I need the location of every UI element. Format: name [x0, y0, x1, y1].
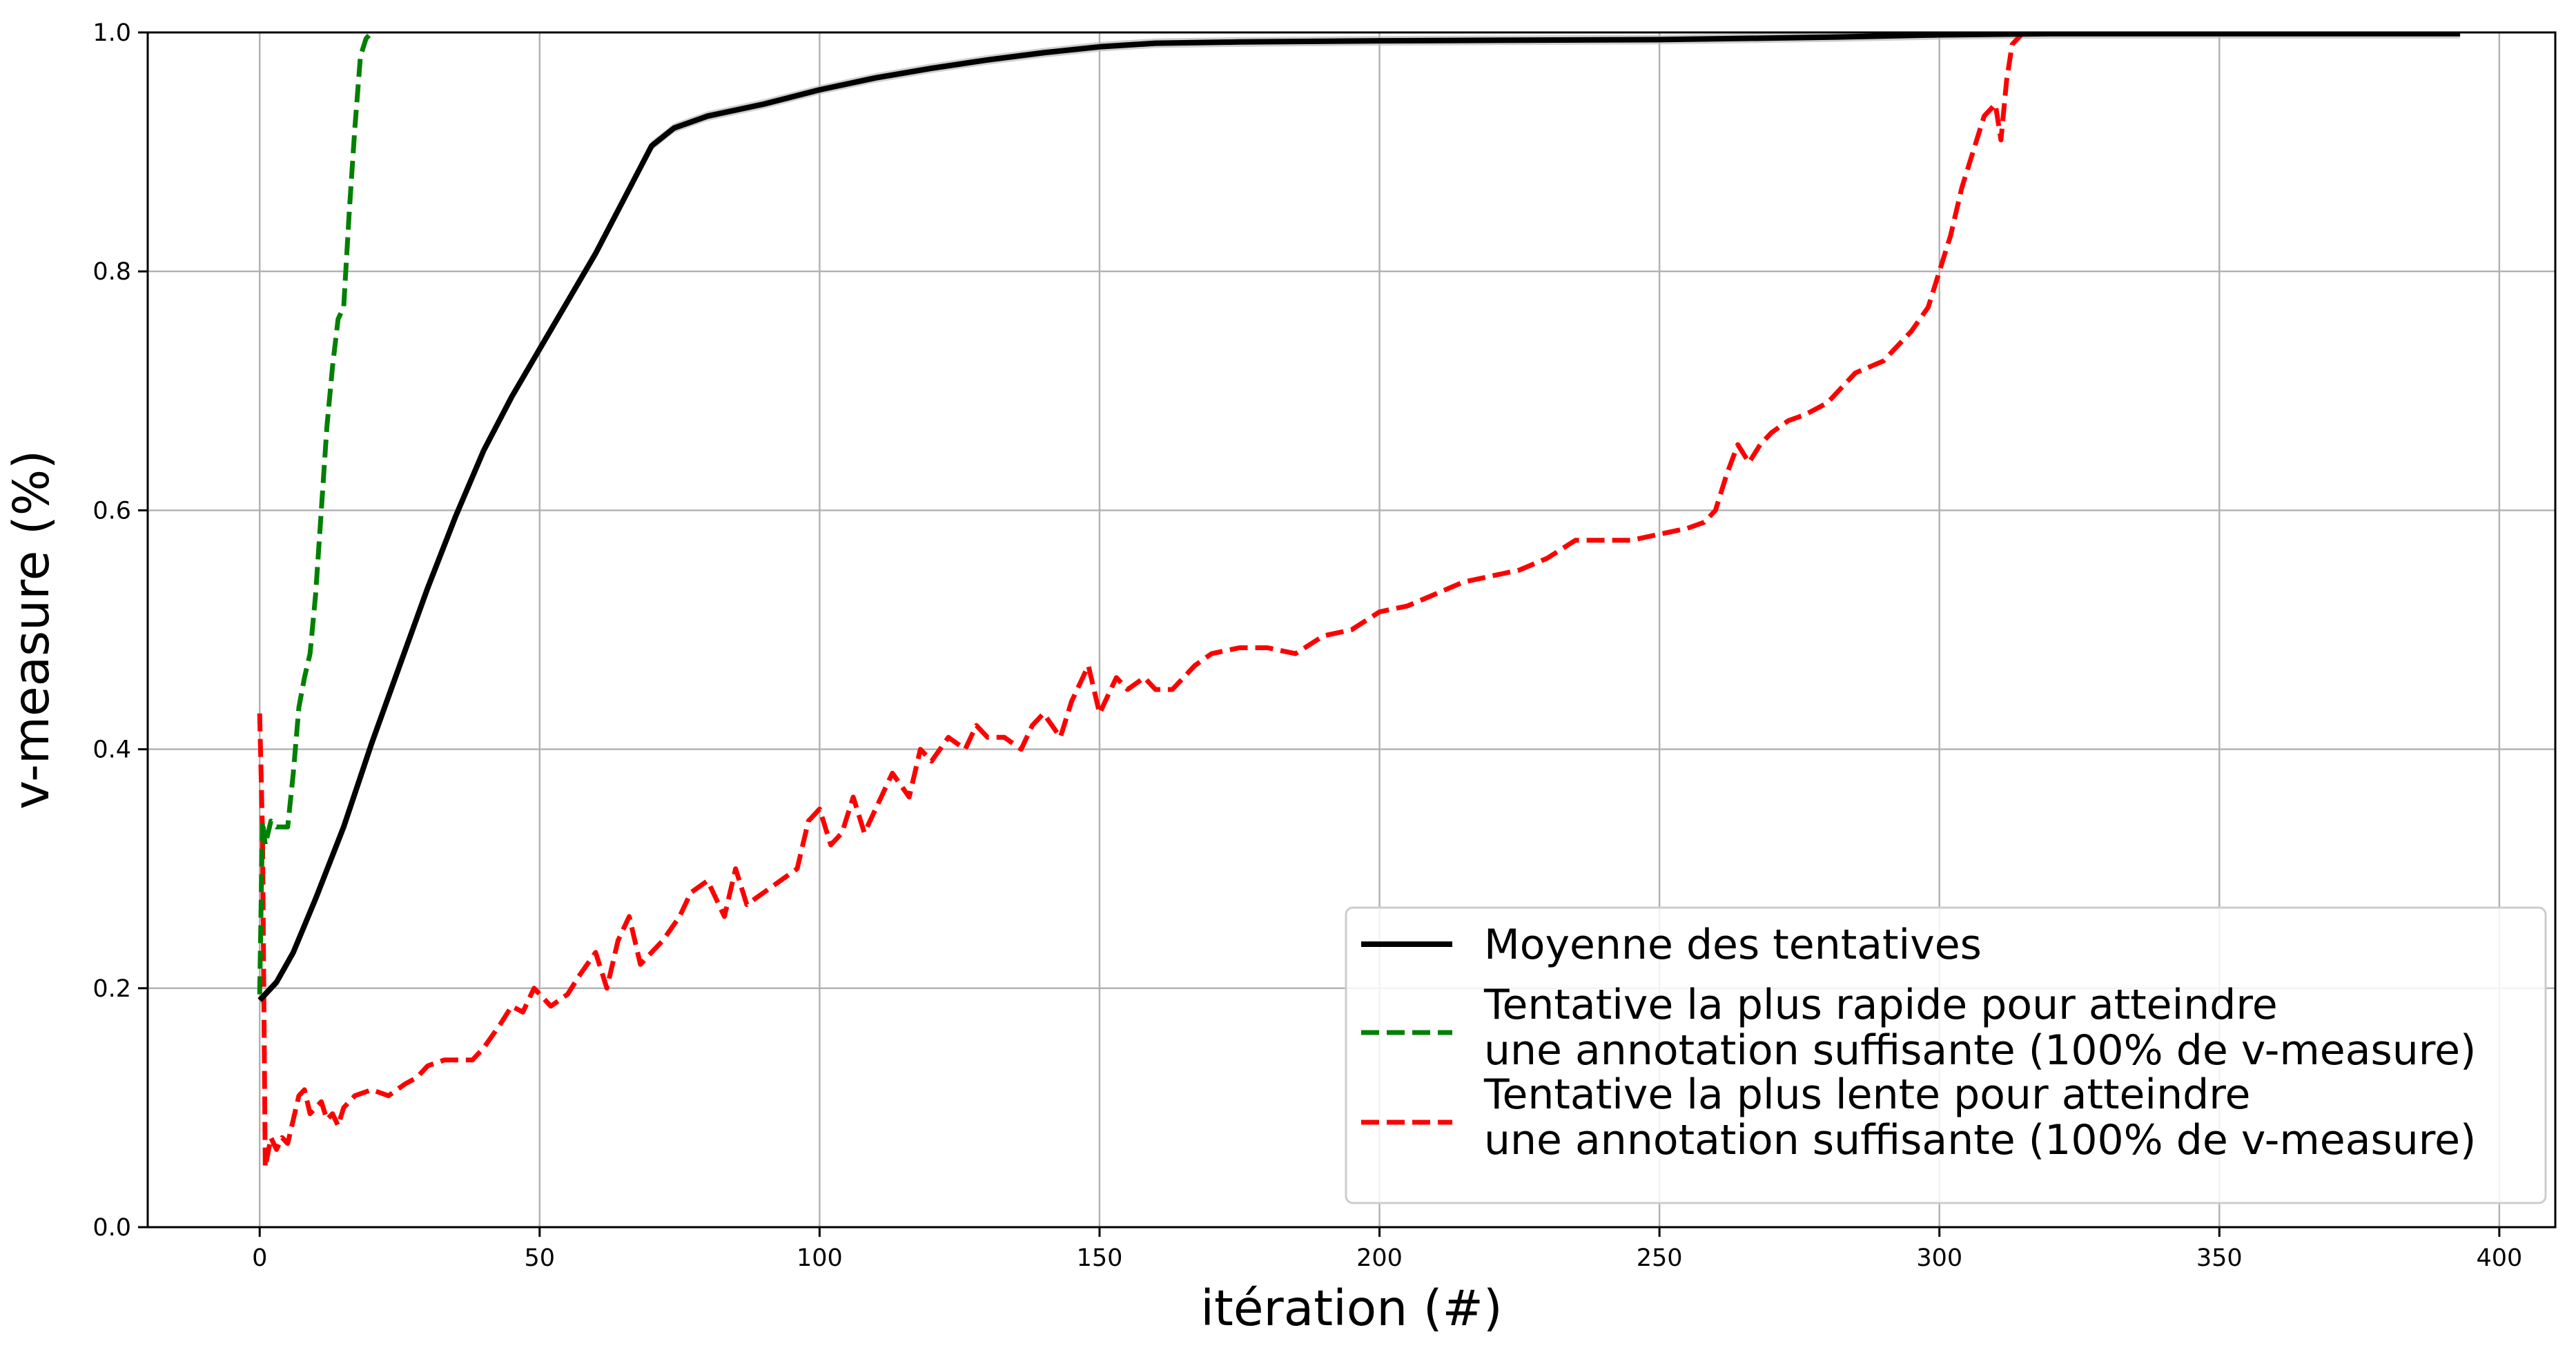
axis-ticks: 0 50 100 150 200 250 300 350 400 0.0 0.2 0.4 0.6 0.8 1…: [92, 19, 2522, 1272]
legend: Moyenne des tentatives Tentative la plus …: [1345, 906, 2547, 1204]
y-tick-label: 0.8: [92, 258, 131, 286]
x-tick-label: 100: [797, 1244, 843, 1272]
x-tick-label: 350: [2196, 1244, 2243, 1272]
series-lines: [257, 32, 2461, 1170]
legend-label-1-line-1: une annotation suffisante (100% de v-mea…: [1484, 1026, 2476, 1075]
x-axis-label: itération (#): [1200, 1280, 1502, 1337]
x-tick-label: 300: [1916, 1244, 1962, 1272]
y-tick-label: 0.0: [92, 1214, 131, 1242]
series-line-1: [257, 32, 374, 995]
legend-label-1-line-0: Tentative la plus rapide pour atteindre: [1483, 981, 2278, 1029]
x-tick-label: 150: [1077, 1244, 1123, 1272]
legend-box: [1345, 906, 2547, 1204]
series-line-2: [257, 32, 2025, 1170]
series-line-0: [257, 32, 2461, 1002]
y-tick-label: 0.2: [92, 975, 131, 1003]
y-tick-label: 0.6: [92, 497, 131, 525]
x-tick-label: 250: [1637, 1244, 1683, 1272]
y-tick-label: 1.0: [92, 19, 131, 47]
y-tick-label: 0.4: [92, 736, 131, 764]
x-tick-label: 0: [252, 1244, 267, 1272]
y-axis-label: v-measure (%): [3, 450, 60, 810]
legend-label-2-line-1: une annotation suffisante (100% de v-mea…: [1484, 1116, 2476, 1164]
plot-frame: [146, 31, 2557, 1229]
x-tick-label: 200: [1356, 1244, 1403, 1272]
legend-label-2-line-0: Tentative la plus lente pour atteindre: [1483, 1070, 2250, 1119]
x-tick-label: 50: [525, 1244, 556, 1272]
x-tick-label: 400: [2476, 1244, 2522, 1272]
legend-label-0: Moyenne des tentatives: [1484, 921, 1982, 969]
